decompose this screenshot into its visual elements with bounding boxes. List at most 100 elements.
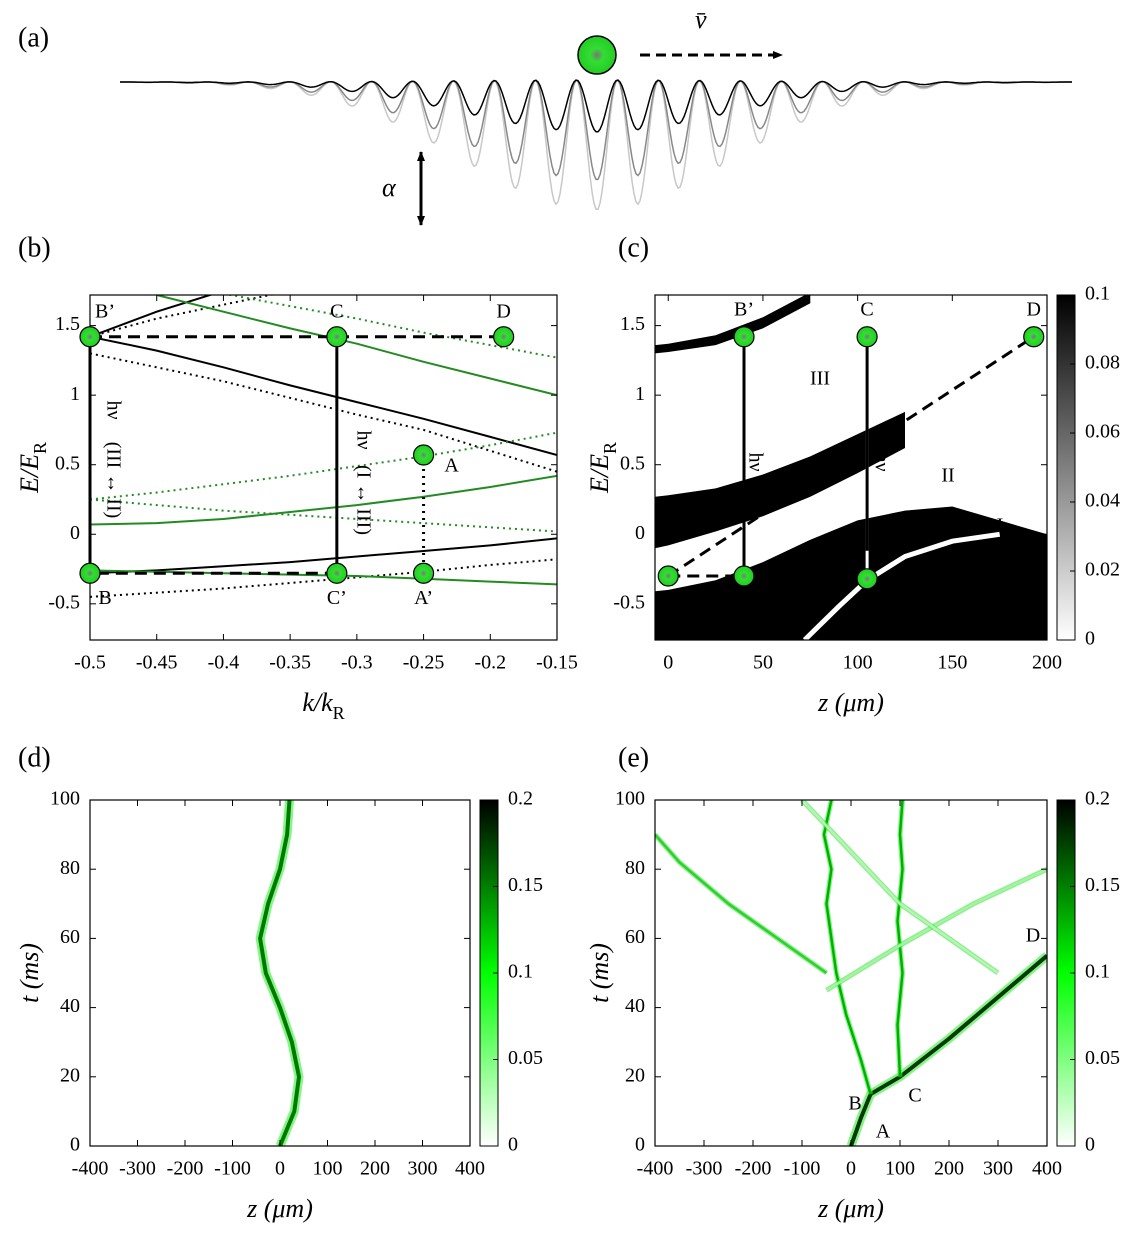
band-curve bbox=[225, 295, 557, 359]
band-curve bbox=[90, 431, 557, 501]
trajectory-halo bbox=[821, 800, 874, 1095]
atom-marker bbox=[412, 444, 435, 466]
y-tick-label: 80 bbox=[60, 857, 80, 879]
y-tick-label: 0 bbox=[70, 522, 80, 544]
point-label: D bbox=[496, 300, 510, 322]
velocity-label: v̄ bbox=[695, 5, 707, 34]
point-label: C’ bbox=[833, 566, 853, 588]
y-tick-label: 0 bbox=[635, 522, 645, 544]
atom-marker bbox=[733, 565, 755, 587]
transition-label: hν bbox=[744, 452, 766, 471]
colorbar-tick-label: 0 bbox=[1085, 628, 1095, 650]
plot-area bbox=[255, 800, 304, 1146]
amplitude-label: α bbox=[382, 173, 397, 202]
trajectory bbox=[258, 800, 301, 1146]
colorbar-tick-label: 0.2 bbox=[508, 788, 533, 810]
atom-marker bbox=[856, 568, 878, 590]
x-tick-label: 100 bbox=[843, 652, 873, 674]
region-label: II bbox=[941, 465, 954, 487]
colorbar-tick-label: 0.04 bbox=[1085, 490, 1120, 512]
y-tick-label: 20 bbox=[625, 1064, 645, 1086]
panel-label: (e) bbox=[618, 742, 649, 773]
colorbar bbox=[1056, 294, 1076, 641]
panel-label: (b) bbox=[18, 232, 51, 263]
axis-label: z (μm) bbox=[817, 688, 884, 717]
point-label: B bbox=[98, 587, 111, 609]
y-tick-label: 0.5 bbox=[55, 452, 80, 474]
plot-frame bbox=[654, 799, 1048, 1147]
x-tick-label: -0.2 bbox=[474, 652, 506, 674]
atom-marker bbox=[326, 326, 348, 348]
y-tick-label: 100 bbox=[615, 788, 645, 810]
point-label: C bbox=[908, 1085, 921, 1107]
region-label: III bbox=[810, 368, 830, 390]
axis-label-part: R bbox=[600, 442, 620, 454]
atom-marker bbox=[657, 565, 679, 587]
x-tick-label: 100 bbox=[313, 1158, 343, 1180]
density-region bbox=[655, 295, 811, 354]
x-tick-label: -0.25 bbox=[403, 652, 445, 674]
x-tick-label: 200 bbox=[1032, 652, 1062, 674]
x-tick-label: -0.45 bbox=[136, 652, 178, 674]
atom-marker bbox=[856, 326, 878, 348]
point-label: A bbox=[444, 455, 459, 477]
colorbar-tick-label: 0.06 bbox=[1085, 421, 1120, 443]
x-tick-label: 0 bbox=[846, 1158, 856, 1180]
axis-label: t (ms) bbox=[15, 943, 44, 1003]
transition-label: hν bbox=[870, 452, 892, 471]
atom-marker bbox=[493, 326, 515, 348]
band-curve bbox=[90, 295, 275, 338]
point-label: A bbox=[689, 597, 704, 619]
point-label: D bbox=[1027, 298, 1041, 320]
x-tick-label: 300 bbox=[408, 1158, 438, 1180]
x-tick-label: -0.5 bbox=[74, 652, 106, 674]
axis-label: z (μm) bbox=[246, 1194, 313, 1223]
x-tick-label: 300 bbox=[983, 1158, 1013, 1180]
x-tick-label: 50 bbox=[753, 652, 773, 674]
transition-label: (III ↔ II) bbox=[102, 442, 124, 519]
colorbar-tick-label: 0.08 bbox=[1085, 352, 1120, 374]
colorbar-tick-label: 0 bbox=[1085, 1134, 1095, 1156]
band-curve bbox=[90, 474, 557, 526]
panel-label: (a) bbox=[18, 22, 49, 53]
x-tick-label: 400 bbox=[1032, 1158, 1062, 1180]
y-tick-label: 60 bbox=[625, 926, 645, 948]
region-label: I bbox=[997, 515, 1004, 537]
colorbar-tick-label: 0.15 bbox=[508, 874, 543, 896]
y-tick-label: 100 bbox=[50, 788, 80, 810]
trajectory bbox=[801, 800, 999, 975]
panel-label: (d) bbox=[18, 742, 51, 773]
trajectory-halo bbox=[655, 832, 828, 976]
colorbar-tick-label: 0.15 bbox=[1085, 874, 1120, 896]
trajectory bbox=[825, 868, 1047, 992]
x-tick-label: -200 bbox=[167, 1158, 204, 1180]
x-tick-label: -300 bbox=[686, 1158, 723, 1180]
y-tick-label: 60 bbox=[60, 926, 80, 948]
plot-frame bbox=[89, 799, 471, 1147]
atom-marker bbox=[733, 326, 755, 348]
axis-label: t (ms) bbox=[585, 943, 614, 1003]
y-tick-label: 40 bbox=[625, 995, 645, 1017]
atom-marker bbox=[1023, 326, 1045, 348]
x-tick-label: -100 bbox=[784, 1158, 821, 1180]
axis-label: k/kR bbox=[302, 688, 344, 723]
axis-label: E/ER bbox=[585, 442, 620, 494]
y-tick-label: 0.5 bbox=[620, 452, 645, 474]
point-label: C bbox=[860, 298, 873, 320]
x-tick-label: 0 bbox=[663, 652, 673, 674]
band-curve bbox=[90, 498, 557, 533]
plot-area bbox=[90, 295, 557, 598]
x-tick-label: -100 bbox=[214, 1158, 251, 1180]
plot-area bbox=[655, 800, 1047, 1146]
point-label: C’ bbox=[327, 587, 347, 609]
transition-arrow bbox=[667, 335, 1035, 578]
band-curve bbox=[90, 335, 557, 456]
band-curve bbox=[90, 295, 214, 338]
y-tick-label: 80 bbox=[625, 857, 645, 879]
y-tick-label: 0 bbox=[635, 1134, 645, 1156]
axis-label: z (μm) bbox=[817, 1194, 884, 1223]
lattice-potential bbox=[120, 79, 1072, 210]
lattice-potential bbox=[120, 79, 1072, 181]
lattice-potential bbox=[120, 79, 1072, 133]
colorbar-tick-label: 0.2 bbox=[1085, 788, 1110, 810]
